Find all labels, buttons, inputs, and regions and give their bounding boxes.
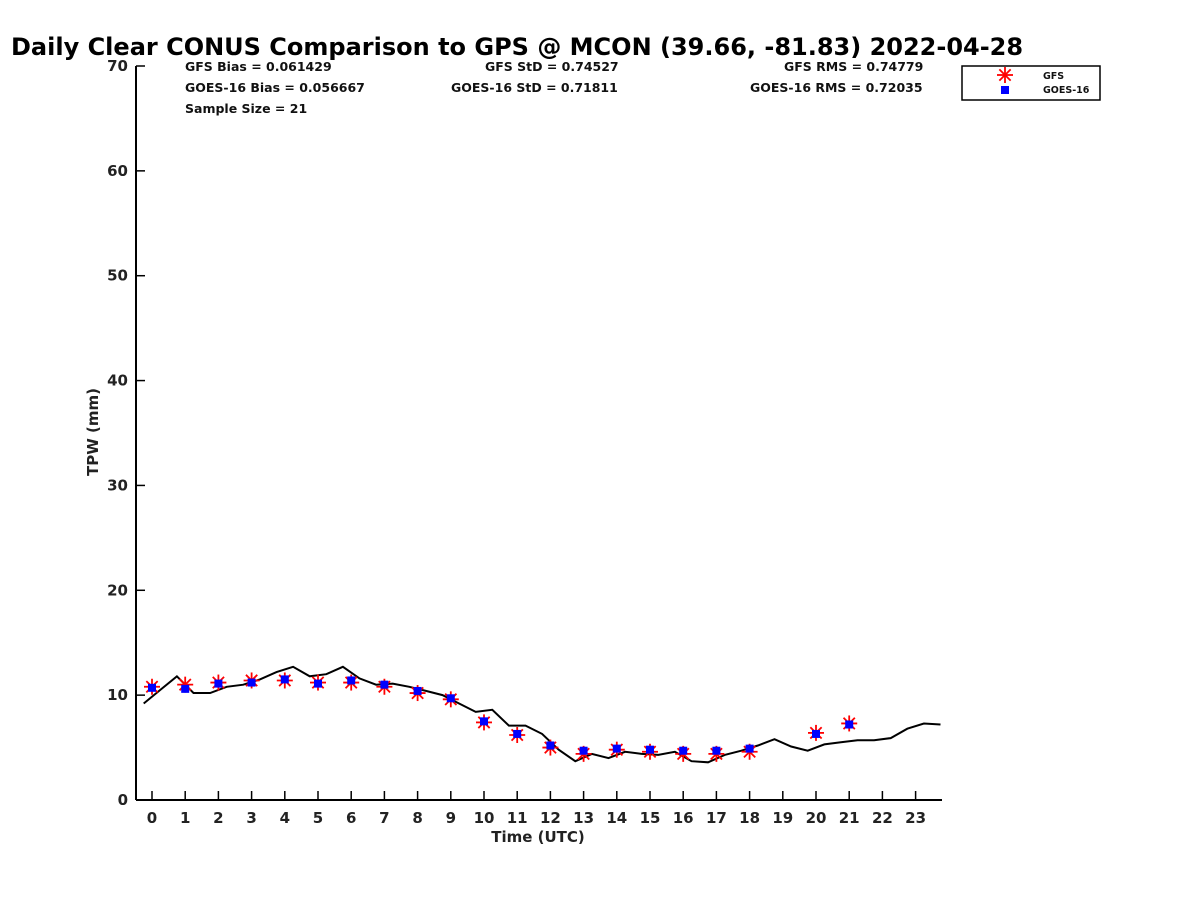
y-tick-label: 0 (118, 791, 128, 809)
goes-rms-stat: GOES-16 RMS = 0.72035 (750, 80, 923, 95)
goes16-point (546, 741, 555, 750)
x-tick-label: 20 (806, 809, 827, 827)
y-tick-label: 20 (107, 581, 128, 599)
goes16-point (380, 680, 389, 689)
y-tick-label: 40 (107, 372, 128, 390)
goes16-point (446, 694, 455, 703)
x-tick-label: 8 (412, 809, 422, 827)
x-tick-label: 12 (540, 809, 561, 827)
x-tick-label: 16 (673, 809, 694, 827)
x-tick-label: 18 (739, 809, 760, 827)
x-tick-label: 14 (606, 809, 627, 827)
x-tick-label: 1 (180, 809, 190, 827)
y-tick-label: 30 (107, 476, 128, 494)
x-tick-label: 11 (507, 809, 528, 827)
x-tick-label: 4 (280, 809, 290, 827)
gps-series-line (143, 665, 941, 764)
legend-box (961, 65, 1101, 101)
goes16-point (347, 676, 356, 685)
legend-goes-marker (1001, 86, 1009, 94)
legend-gfs-asterisk (997, 67, 1013, 83)
x-tick-label: 17 (706, 809, 727, 827)
goes16-point (148, 683, 156, 692)
chart-title: Daily Clear CONUS Comparison to GPS @ MC… (11, 33, 1023, 61)
legend-goes-label: GOES-16 (1043, 85, 1090, 96)
goes16-point (247, 678, 256, 687)
goes16-point (712, 746, 721, 755)
legend-gfs-label: GFS (1043, 71, 1064, 82)
x-tick-label: 6 (346, 809, 356, 827)
x-tick-label: 21 (839, 809, 860, 827)
x-tick-label: 9 (446, 809, 456, 827)
y-tick-label: 10 (107, 686, 128, 704)
x-axis-label: Time (UTC) (491, 828, 585, 846)
goes16-point (745, 744, 754, 753)
goes16-point (579, 746, 588, 755)
x-tick-label: 19 (772, 809, 793, 827)
goes16-point (314, 679, 322, 688)
goes16-point (612, 744, 621, 753)
x-tick-label: 23 (905, 809, 926, 827)
goes16-point (181, 684, 190, 693)
goes-bias-stat: GOES-16 Bias = 0.056667 (185, 80, 365, 95)
goes16-point (413, 686, 422, 695)
gfs-rms-stat: GFS RMS = 0.74779 (784, 59, 923, 74)
x-tick-label: 10 (474, 809, 495, 827)
asterisk-stroke (998, 68, 1012, 82)
y-axis-label: TPW (mm) (84, 388, 102, 476)
legend-gfs-marker (997, 67, 1013, 83)
legend-goes-square (1001, 86, 1009, 94)
goes16-point (845, 720, 854, 729)
goes16-point (214, 679, 223, 688)
gfs-bias-stat: GFS Bias = 0.061429 (185, 59, 332, 74)
gfs-std-stat: GFS StD = 0.74527 (485, 59, 619, 74)
sample-size-stat: Sample Size = 21 (185, 101, 307, 116)
goes16-point (812, 729, 820, 738)
goes16-point (480, 717, 488, 726)
x-tick-label: 15 (640, 809, 661, 827)
goes16-point (646, 745, 654, 754)
x-tick-label: 2 (213, 809, 223, 827)
x-tick-label: 7 (379, 809, 389, 827)
x-tick-label: 22 (872, 809, 893, 827)
x-tick-label: 3 (246, 809, 256, 827)
y-tick-label: 60 (107, 162, 128, 180)
x-tick-label: 13 (573, 809, 594, 827)
legend: GFS GOES-16 (961, 65, 1101, 101)
x-tick-label: 0 (147, 809, 157, 827)
goes-std-stat: GOES-16 StD = 0.71811 (451, 80, 618, 95)
y-tick-label: 50 (107, 267, 128, 285)
goes16-point (679, 746, 688, 755)
goes16-point (280, 675, 289, 684)
goes16-point (513, 729, 522, 738)
x-tick-label: 5 (313, 809, 323, 827)
y-tick-label: 70 (107, 57, 128, 75)
